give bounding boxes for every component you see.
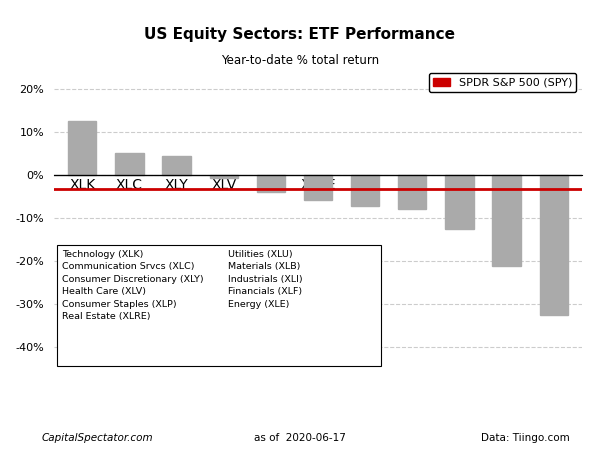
- Bar: [539, 175, 568, 315]
- Text: US Equity Sectors: ETF Performance: US Equity Sectors: ETF Performance: [145, 27, 455, 42]
- Bar: [304, 175, 332, 200]
- Text: Utilities (XLU)
Materials (XLB)
Industrials (XLI)
Financials (XLF)
Energy (XLE): Utilities (XLU) Materials (XLB) Industri…: [228, 250, 303, 309]
- Bar: [257, 175, 285, 193]
- Bar: [68, 122, 97, 175]
- Bar: [115, 153, 143, 175]
- Bar: [398, 175, 427, 209]
- Bar: [209, 175, 238, 178]
- Bar: [445, 175, 473, 229]
- Text: CapitalSpectator.com: CapitalSpectator.com: [42, 433, 154, 443]
- FancyBboxPatch shape: [56, 245, 382, 366]
- Legend: SPDR S&P 500 (SPY): SPDR S&P 500 (SPY): [428, 73, 577, 92]
- Bar: [163, 156, 191, 175]
- Text: Year-to-date % total return: Year-to-date % total return: [221, 54, 379, 67]
- Text: as of  2020-06-17: as of 2020-06-17: [254, 433, 346, 443]
- Text: Technology (XLK)
Communication Srvcs (XLC)
Consumer Discretionary (XLY)
Health C: Technology (XLK) Communication Srvcs (XL…: [62, 250, 203, 321]
- Text: Data: Tiingo.com: Data: Tiingo.com: [481, 433, 570, 443]
- Bar: [493, 175, 521, 266]
- Bar: [351, 175, 379, 206]
